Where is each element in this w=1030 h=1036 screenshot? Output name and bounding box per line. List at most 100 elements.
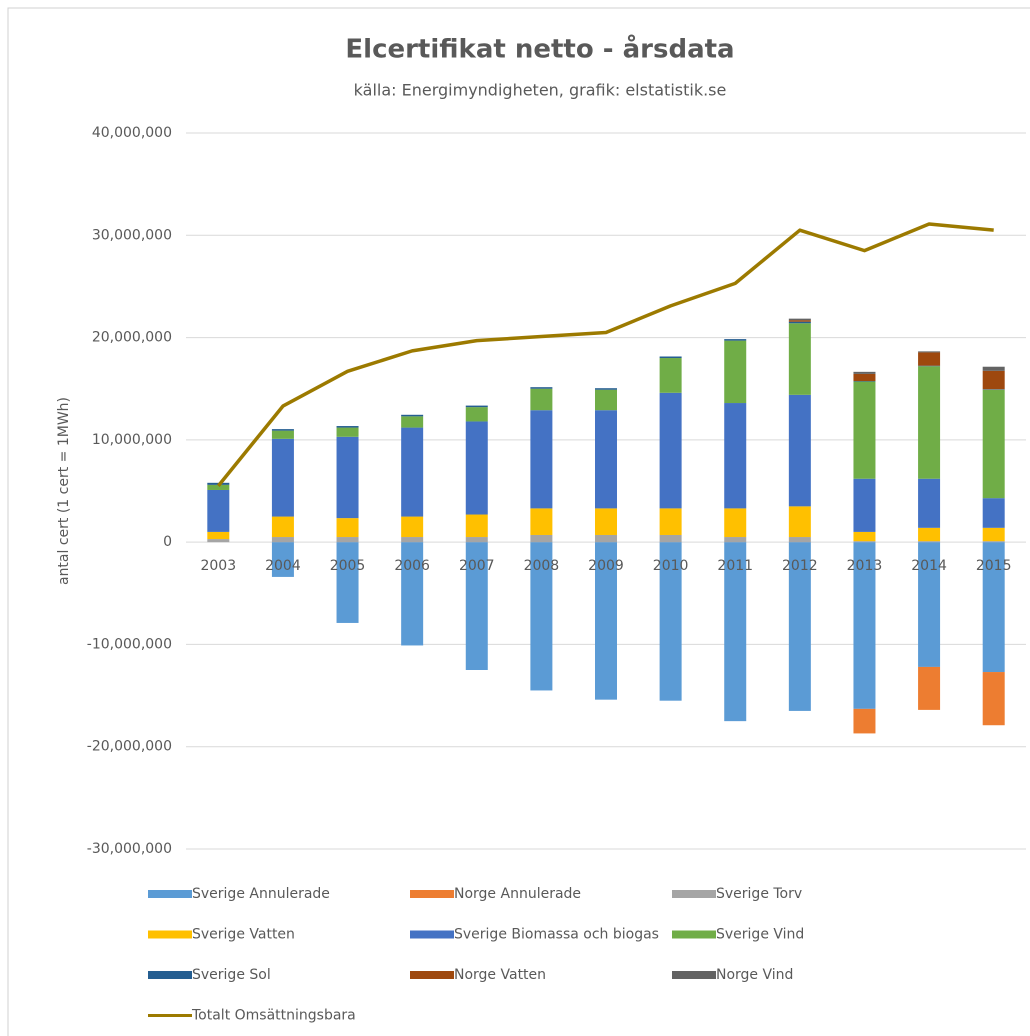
bar-segment	[659, 392, 682, 509]
bar-segment	[595, 534, 617, 543]
bar-segment	[918, 352, 941, 366]
bar-segment	[788, 542, 811, 711]
bar-segment	[788, 321, 811, 324]
bar-segment	[336, 427, 359, 437]
bar-segment	[271, 542, 294, 577]
bar-segment	[401, 427, 424, 517]
bar-segment	[853, 371, 876, 374]
x-tick-label: 2015	[976, 558, 1012, 574]
legend-label: Sverige Vatten	[192, 927, 295, 943]
x-tick-label: 2007	[459, 558, 495, 574]
y-tick-label: 30,000,000	[92, 227, 172, 243]
legend-swatch	[672, 930, 716, 939]
bar-segment	[530, 388, 553, 411]
bar-segment	[401, 542, 424, 646]
bar-segment	[659, 358, 682, 393]
x-tick-label: 2014	[911, 558, 947, 574]
bar-segment	[982, 370, 1005, 390]
legend-label: Norge Annulerade	[454, 886, 581, 902]
chart-border	[7, 7, 1030, 1036]
bar-segment	[918, 527, 941, 542]
bar-segment	[724, 537, 747, 543]
bar-segment	[788, 537, 811, 543]
bar-segment	[595, 508, 617, 535]
chart-title: Elcertifikat netto - årsdata	[345, 33, 734, 65]
bar-segment	[982, 527, 1005, 542]
x-tick-label: 2004	[265, 558, 301, 574]
bar-segment	[918, 478, 941, 528]
x-tick-label: 2009	[588, 558, 624, 574]
x-tick-label: 2005	[330, 558, 366, 574]
bar-segment	[530, 534, 553, 543]
bar-segment	[659, 534, 682, 543]
bar-segment	[982, 389, 1005, 390]
legend-label: Norge Vatten	[454, 967, 546, 983]
bar-segment	[659, 542, 682, 701]
bar-segment	[724, 340, 747, 404]
bar-segment	[271, 438, 294, 517]
bar-segment	[401, 416, 424, 428]
bar-segment	[982, 366, 1005, 371]
bar-segment	[595, 542, 617, 700]
bar-segment	[271, 430, 294, 439]
legend-label: Sverige Torv	[716, 886, 802, 902]
bar-segment	[853, 381, 876, 479]
y-tick-label: 0	[163, 534, 172, 550]
bar-segment	[788, 394, 811, 507]
bar-segment	[401, 537, 424, 543]
bar-segment	[982, 672, 1005, 726]
bar-segment	[465, 421, 488, 515]
y-tick-label: 40,000,000	[92, 125, 172, 141]
bar-segment	[465, 407, 488, 422]
legend-swatch	[148, 971, 192, 979]
bar-segment	[659, 508, 682, 535]
legend-swatch	[148, 890, 192, 898]
bar-segment	[271, 537, 294, 543]
legend-label: Totalt Omsättningsbara	[191, 1008, 356, 1024]
legend-label: Sverige Biomassa och biogas	[454, 927, 659, 943]
bar-segment	[724, 542, 747, 722]
x-tick-label: 2010	[653, 558, 689, 574]
x-tick-label: 2011	[717, 558, 753, 574]
bar-segment	[788, 320, 811, 322]
bar-segment	[788, 323, 811, 395]
bar-segment	[465, 537, 488, 543]
bar-segment	[465, 405, 488, 408]
y-tick-label: -30,000,000	[87, 841, 172, 857]
y-tick-label: 20,000,000	[92, 330, 172, 346]
legend-label: Sverige Annulerade	[192, 886, 330, 902]
bar-segment	[530, 387, 553, 389]
bar-segment	[724, 339, 747, 341]
bar-segment	[530, 508, 553, 535]
legend-label: Sverige Sol	[192, 967, 271, 983]
bar-segment	[530, 542, 553, 691]
bar-segment	[982, 541, 1005, 543]
bar-segment	[401, 414, 424, 417]
bar-segment	[853, 542, 876, 709]
bar-segment	[788, 506, 811, 538]
legend-swatch	[672, 890, 716, 898]
bar-segment	[853, 373, 876, 382]
legend-label: Norge Vind	[716, 967, 793, 983]
bar-segment	[465, 514, 488, 538]
bar-segment	[788, 318, 811, 321]
bar-segment	[724, 403, 747, 509]
legend-swatch	[410, 890, 454, 898]
bar-segment	[401, 516, 424, 538]
legend-swatch	[672, 971, 716, 979]
bar-segment	[853, 478, 876, 532]
bar-segment	[724, 508, 747, 538]
bar-segment	[336, 537, 359, 543]
bar-segment	[336, 518, 359, 538]
y-tick-label: 10,000,000	[92, 432, 172, 448]
bar-segment	[853, 381, 876, 382]
bar-segment	[207, 531, 230, 540]
bar-segment	[918, 542, 941, 667]
bar-segment	[336, 542, 359, 623]
y-tick-label: -10,000,000	[87, 636, 172, 652]
bar-segment	[336, 426, 359, 428]
legend-label: Sverige Vind	[716, 927, 804, 943]
bar-segment	[918, 351, 941, 353]
bar-segment	[465, 542, 488, 670]
